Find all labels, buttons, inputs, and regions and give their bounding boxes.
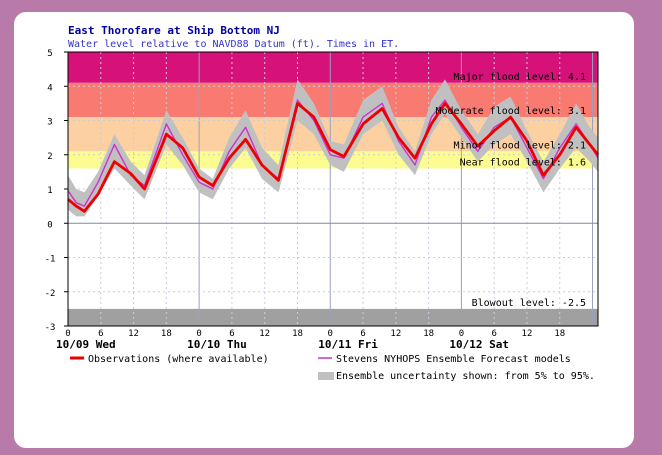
x-tick-5: 6 <box>229 329 234 339</box>
observations-line <box>67 102 600 213</box>
y-tick-0: 0 <box>47 220 52 230</box>
x-tick-14: 12 <box>522 329 533 339</box>
x-tick-2: 12 <box>128 329 139 339</box>
flood-label-0: Major flood level: 4.1 <box>454 72 586 83</box>
legend-uncertainty-swatch <box>318 372 334 380</box>
x-tick-8: 0 <box>328 329 333 339</box>
x-tick-0: 0 <box>65 329 70 339</box>
x-tick-11: 18 <box>423 329 434 339</box>
legend-observations: Observations (where available) <box>88 354 269 365</box>
flood-label-4: Blowout level: -2.5 <box>472 298 586 309</box>
y-tick-4: 4 <box>47 83 52 93</box>
legend-forecast: Stevens NYHOPS Ensemble Forecast models <box>336 354 571 365</box>
date-label-0: 10/09 Wed <box>56 338 116 351</box>
date-label-3: 10/12 Sat <box>449 338 509 351</box>
y-tick-3: 3 <box>47 118 52 128</box>
chart-subtitle: Water level relative to NAVD88 Datum (ft… <box>68 39 399 50</box>
y-tick--3: -3 <box>45 323 56 333</box>
x-tick-7: 18 <box>292 329 303 339</box>
date-label-1: 10/10 Thu <box>187 338 247 351</box>
water-level-chart: East Thorofare at Ship Bottom NJ Water l… <box>45 24 600 382</box>
x-tick-10: 12 <box>390 329 401 339</box>
flood-label-1: Moderate flood level: 3.1 <box>435 106 586 117</box>
x-tick-13: 6 <box>491 329 496 339</box>
x-tick-4: 0 <box>196 329 201 339</box>
y-tick-1: 1 <box>47 186 52 196</box>
x-tick-12: 0 <box>459 329 464 339</box>
x-tick-15: 18 <box>554 329 565 339</box>
flood-band-4 <box>68 308 598 326</box>
legend-uncertainty: Ensemble uncertainty shown: from 5% to 9… <box>336 371 595 382</box>
flood-label-2: Minor flood level: 2.1 <box>454 140 586 151</box>
x-tick-6: 12 <box>259 329 270 339</box>
x-tick-1: 6 <box>98 329 103 339</box>
x-tick-3: 18 <box>161 329 172 339</box>
x-tick-9: 6 <box>360 329 365 339</box>
y-tick-5: 5 <box>47 49 52 59</box>
chart-panel: East Thorofare at Ship Bottom NJ Water l… <box>14 12 634 448</box>
y-tick--2: -2 <box>45 289 56 299</box>
chart-title: East Thorofare at Ship Bottom NJ <box>68 24 280 37</box>
flood-band-0 <box>68 52 598 83</box>
flood-label-3: Near flood level: 1.6 <box>460 157 586 168</box>
date-label-2: 10/11 Fri <box>318 338 378 351</box>
y-tick-2: 2 <box>47 152 52 162</box>
y-tick--1: -1 <box>45 255 56 265</box>
